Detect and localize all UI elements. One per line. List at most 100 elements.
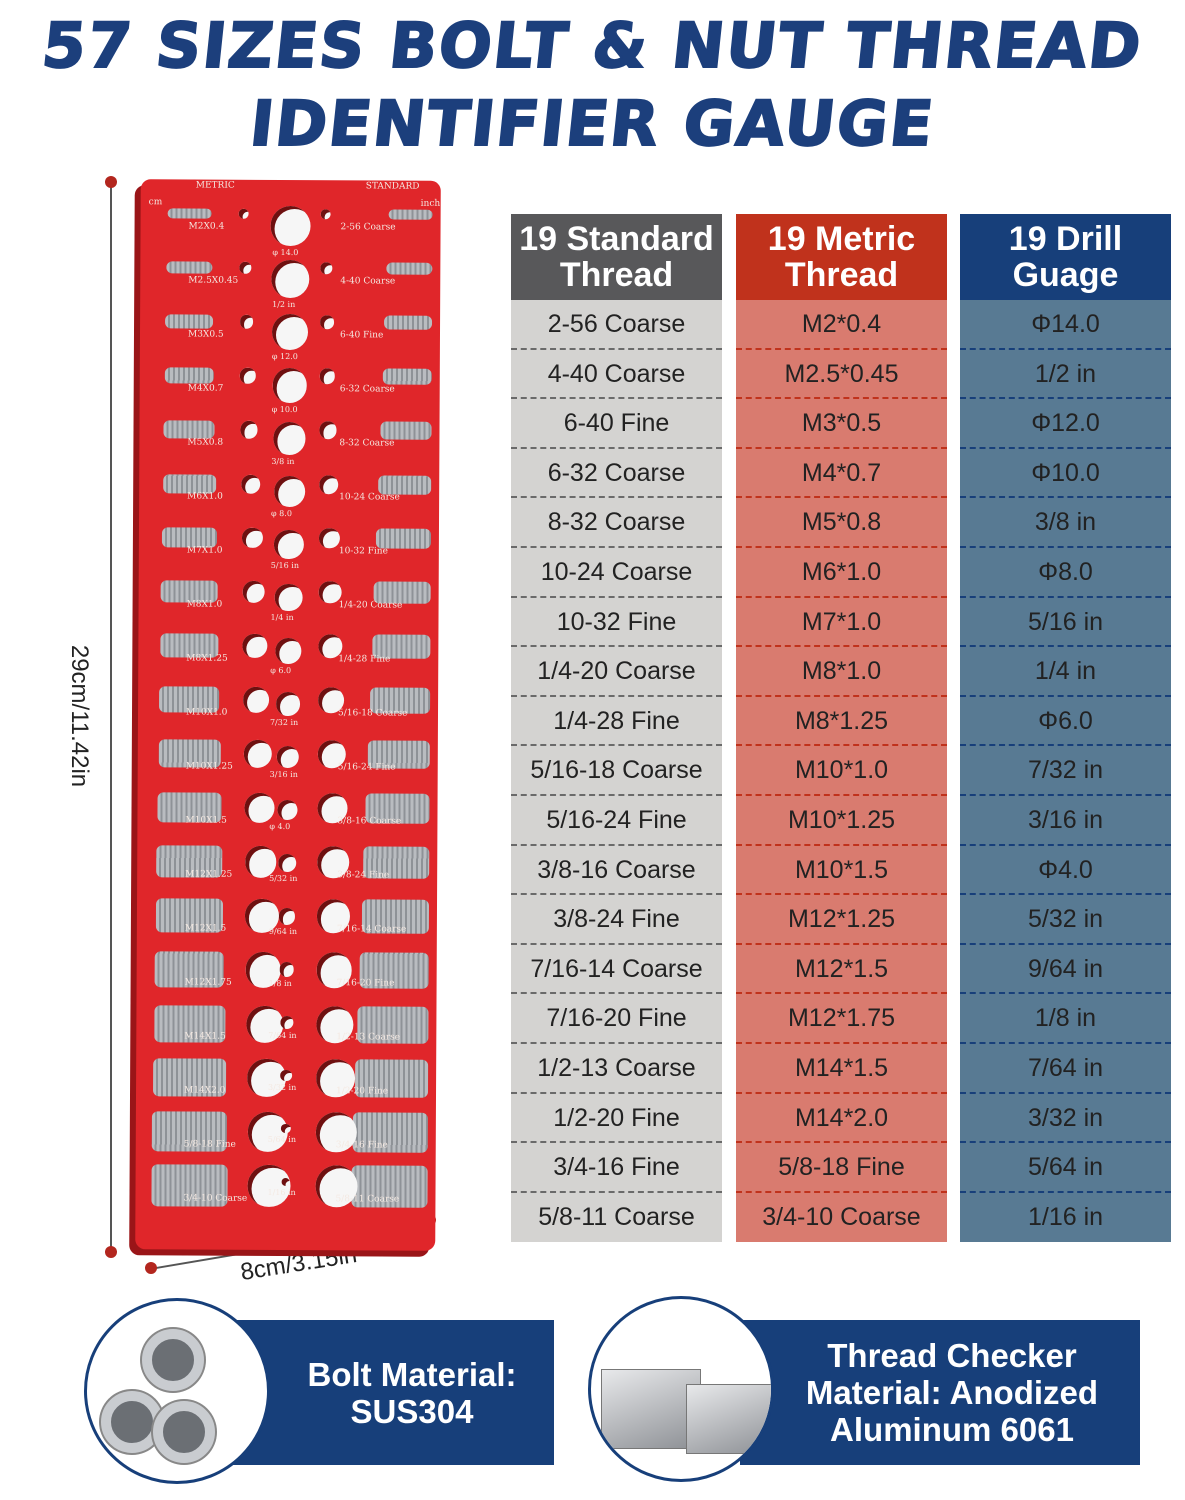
standard-row: 1/4-20 Coarse [511,647,722,697]
standard-row: 1/2-13 Coarse [511,1044,722,1094]
standard-row: 7/16-14 Coarse [511,945,722,995]
standard-label: 3/8-16 Coarse [337,816,402,827]
drill-hole [277,799,298,821]
drill-label: φ 8.0 [271,508,292,519]
drill-hole [272,421,306,455]
drill-hole [279,1015,293,1030]
checker-material-line-1: Thread Checker [827,1337,1077,1374]
standard-label: 1/2-20 Fine [336,1086,389,1097]
drill-label: 7/32 in [269,717,299,727]
drill-row: 9/64 in [960,945,1171,995]
metric-hole [243,686,270,713]
thread-gauge-plate: METRIC STANDARD cm inch M2X0.4 2-56 Coars… [135,179,441,1251]
column-header-line: Thread [784,256,899,294]
standard-row: 3/8-16 Coarse [511,846,722,896]
aluminum-bars-image [588,1296,774,1482]
metric-column-header: 19 Metric Thread [736,214,947,300]
metric-row: M4*0.7 [736,449,947,499]
standard-label: 1/4-28 Fine [338,654,391,665]
standard-row: 1/2-20 Fine [511,1094,722,1144]
bolt-material-line-2: SUS304 [350,1392,474,1430]
drill-hole [273,475,305,508]
standard-bolt [378,474,432,495]
standard-label: 5/8-11 Coarse [335,1194,400,1205]
metric-hole [242,633,268,659]
drill-row: Φ12.0 [960,399,1171,449]
metric-hole [240,368,256,384]
dimension-dot [105,1246,117,1258]
standard-row: 3/4-16 Fine [511,1143,722,1193]
drill-row: Φ4.0 [960,846,1171,896]
metric-label: M10X1.5 [185,815,227,826]
standard-row: 1/4-28 Fine [511,697,722,747]
standard-bolt [384,315,433,330]
metric-bolt [165,314,214,329]
drill-row: 3/8 in [960,498,1171,548]
metric-row: M2.5*0.45 [736,350,947,400]
drill-row: 1/4 in [960,647,1171,697]
drill-row: 5/64 in [960,1143,1171,1193]
drill-label: φ 10.0 [271,404,298,414]
drill-hole [278,907,296,925]
plate-inch-label: inch [420,198,441,209]
drill-column-header: 19 Drill Guage [960,214,1171,300]
drill-hole [272,367,308,403]
standard-hole [319,368,336,384]
steel-tubes-image [84,1298,270,1484]
drill-row: 1/8 in [960,994,1171,1044]
drill-label: 1/4 in [270,613,294,623]
metric-hole [242,580,265,604]
metric-hole [241,474,261,494]
standard-label: 6-40 Fine [339,330,384,341]
drill-hole [280,1069,292,1082]
drill-row: 1/2 in [960,350,1171,400]
metric-label: M5X0.8 [187,437,224,448]
metric-hole [241,527,263,549]
drill-hole [271,259,310,299]
drill-label: 5/64 in [267,1135,297,1145]
metric-label: M8X1.0 [186,599,223,610]
drill-row: 3/32 in [960,1094,1171,1144]
drill-label: φ 4.0 [269,822,291,832]
metric-label: M6X1.0 [187,491,223,502]
drill-hole [275,637,302,664]
metric-hole [240,421,258,439]
plate-metric-header: METRIC [195,180,235,191]
metric-bolt [163,420,215,439]
drill-row: 3/16 in [960,796,1171,846]
standard-label: 4-40 Coarse [340,276,396,287]
metric-row: M5*0.8 [736,498,947,548]
column-header-line: 19 Metric [767,220,916,258]
drill-label: 3/32 in [268,1083,297,1093]
drill-row: Φ8.0 [960,548,1171,598]
checker-material-line-2: Material: Anodized [805,1374,1099,1411]
metric-label: M8X1.25 [186,653,228,664]
standard-row: 4-40 Coarse [511,350,722,400]
standard-hole [320,315,334,330]
bolt-material-banner: Bolt Material: SUS304 [230,1320,554,1465]
standard-hole [319,474,339,494]
drill-label: 5/16 in [270,561,300,571]
column-header-line: 19 Standard [519,220,714,258]
standard-hole [320,209,331,220]
drill-hole [274,583,303,612]
drill-label: φ 6.0 [270,665,292,675]
standard-row: 5/16-18 Coarse [511,746,722,796]
standard-label: 2-56 Coarse [340,222,396,233]
standard-label: 7/16-14 Coarse [336,924,407,935]
dimension-dot [145,1262,157,1274]
drill-row: 5/16 in [960,598,1171,648]
metric-hole [243,739,272,768]
standard-bolt [388,209,433,220]
standard-label: 10-32 Fine [338,546,388,557]
column-header-line: Guage [1012,256,1119,294]
metric-hole [244,845,277,878]
metric-row: M2*0.4 [736,300,947,350]
standard-row: 10-32 Fine [511,598,722,648]
standard-hole [320,262,333,275]
standard-label: 10-24 Coarse [339,492,400,503]
drill-label: φ 14.0 [272,247,299,258]
metric-row: M12*1.25 [736,895,947,945]
metric-bolt [162,473,216,494]
metric-label: M2.5X0.45 [188,275,239,286]
